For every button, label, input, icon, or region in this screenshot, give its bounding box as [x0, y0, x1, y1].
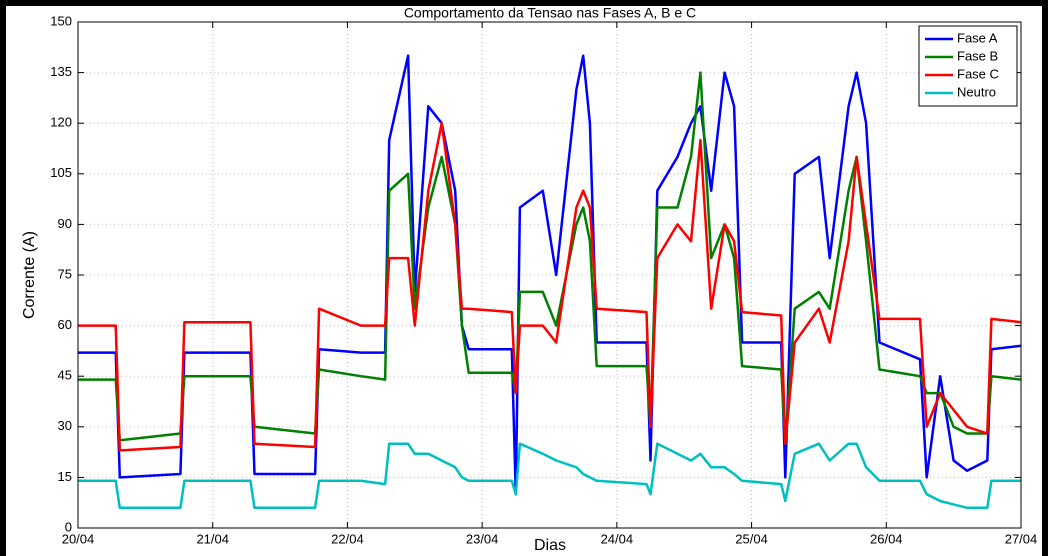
x-axis-label: Dias: [534, 537, 566, 554]
chart-title: Comportamento da Tensao nas Fases A, B e…: [404, 5, 696, 21]
y-tick-label: 75: [58, 266, 72, 281]
y-tick-label: 30: [58, 418, 72, 433]
x-tick-label: 23/04: [466, 531, 499, 546]
x-tick-label: 20/04: [62, 531, 95, 546]
series-line: [78, 54, 1022, 496]
plot-area: [78, 22, 1021, 528]
x-tick-label: 24/04: [601, 531, 634, 546]
series-line: [78, 121, 1022, 452]
y-tick-label: 105: [50, 165, 72, 180]
legend-label: Fase B: [957, 48, 998, 63]
x-tick-label: 27/04: [1005, 531, 1038, 546]
plot-border: [77, 21, 1022, 529]
y-tick-label: 150: [50, 13, 72, 28]
y-tick-label: 120: [50, 115, 72, 130]
x-tick-label: 26/04: [870, 531, 903, 546]
legend-label: Fase A: [957, 30, 998, 45]
series-line: [78, 71, 1022, 445]
y-tick-label: 45: [58, 368, 72, 383]
y-tick-label: 60: [58, 317, 72, 332]
legend-label: Fase C: [957, 66, 999, 81]
x-tick-label: 22/04: [331, 531, 364, 546]
y-tick-label: 90: [58, 216, 72, 231]
x-tick-label: 25/04: [735, 531, 768, 546]
y-tick-label: 0: [65, 519, 72, 534]
y-tick-label: 15: [58, 469, 72, 484]
x-tick-label: 21/04: [196, 531, 229, 546]
y-tick-label: 135: [50, 64, 72, 79]
series-line: [78, 442, 1021, 510]
legend-label: Neutro: [957, 84, 996, 99]
y-axis-label: Corrente (A): [21, 231, 38, 319]
